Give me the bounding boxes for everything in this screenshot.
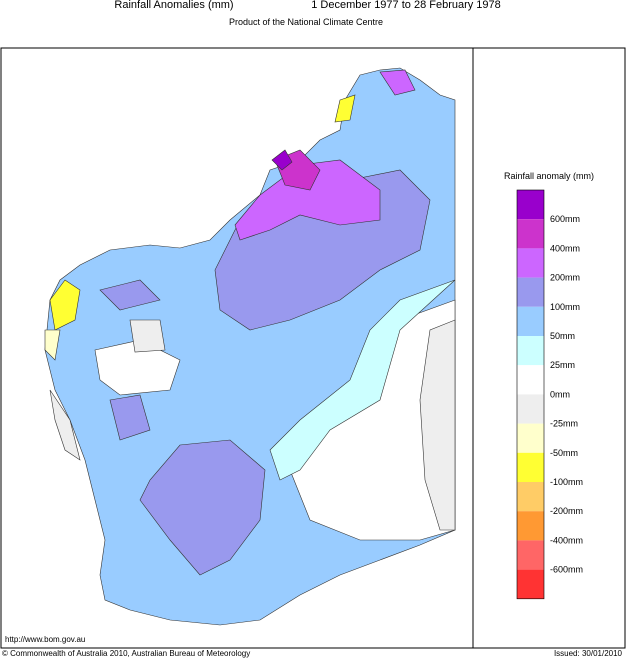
map-area bbox=[44, 67, 456, 626]
legend-swatch bbox=[517, 569, 544, 599]
legend: 600mm 400mm 200mm 100mm 50mm 25mm 0mm -25mm -50m… bbox=[516, 189, 583, 600]
legend-label: -400mm bbox=[550, 535, 583, 545]
footer-issued: Issued: 30/01/2010 bbox=[554, 649, 623, 658]
legend-swatch bbox=[517, 423, 544, 453]
map-region bbox=[49, 389, 81, 461]
title: Rainfall Anomalies (mm) bbox=[114, 0, 233, 11]
map-region bbox=[139, 439, 266, 576]
footer-copyright: © Commonwealth of Australia 2010, Austra… bbox=[2, 649, 250, 658]
legend-swatch bbox=[517, 219, 544, 249]
legend-border bbox=[516, 189, 545, 600]
map-region bbox=[129, 319, 166, 353]
legend-swatch bbox=[517, 540, 544, 570]
legend-swatch bbox=[517, 365, 544, 395]
legend-swatch bbox=[517, 190, 544, 220]
legend-label: 400mm bbox=[550, 243, 580, 253]
legend-label: 0mm bbox=[550, 389, 570, 399]
legend-title: Rainfall anomaly (mm) bbox=[504, 171, 594, 181]
legend-swatch bbox=[517, 277, 544, 307]
legend-swatch bbox=[517, 394, 544, 424]
map-region bbox=[269, 279, 456, 481]
period: 1 December 1977 to 28 February 1978 bbox=[311, 0, 501, 11]
legend-label: 25mm bbox=[550, 360, 575, 370]
subtitle: Product of the National Climate Centre bbox=[229, 17, 383, 27]
legend-label: -100mm bbox=[550, 477, 583, 487]
legend-swatch bbox=[517, 248, 544, 278]
legend-label: 600mm bbox=[550, 214, 580, 224]
legend-swatch bbox=[517, 452, 544, 482]
map-region bbox=[49, 279, 81, 331]
map-region bbox=[271, 149, 293, 171]
legend-label: 200mm bbox=[550, 273, 580, 283]
legend-label: 100mm bbox=[550, 302, 580, 312]
legend-swatch bbox=[517, 306, 544, 336]
legend-swatch bbox=[517, 336, 544, 366]
legend-label: 50mm bbox=[550, 331, 575, 341]
map-region bbox=[379, 69, 416, 96]
legend-label: -200mm bbox=[550, 506, 583, 516]
map-region bbox=[99, 279, 161, 311]
footer-url: http://www.bom.gov.au bbox=[5, 635, 85, 644]
map-region bbox=[419, 319, 456, 531]
legend-swatch bbox=[517, 482, 544, 512]
legend-label: -600mm bbox=[550, 565, 583, 575]
map-region bbox=[109, 394, 151, 441]
map-region bbox=[44, 329, 61, 361]
legend-label: -25mm bbox=[550, 419, 578, 429]
map-region bbox=[234, 159, 381, 241]
legend-label: -50mm bbox=[550, 448, 578, 458]
legend-swatch bbox=[517, 511, 544, 541]
map-region bbox=[334, 94, 356, 123]
